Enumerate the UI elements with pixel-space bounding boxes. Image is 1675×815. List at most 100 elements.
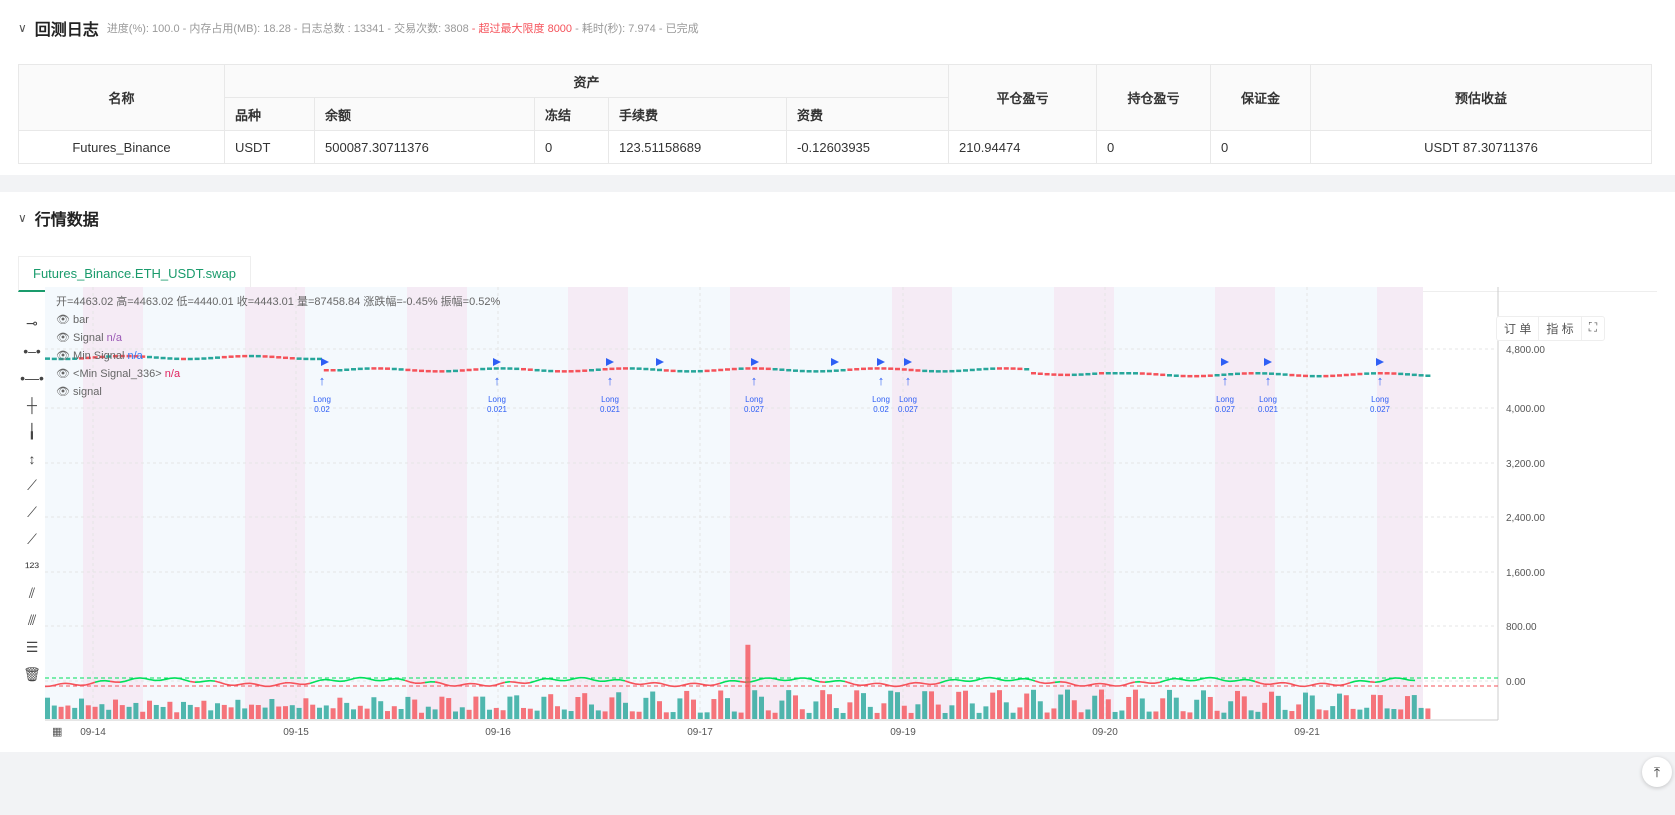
- legend-item-3[interactable]: 👁 <Min Signal_336> n/a: [56, 368, 181, 380]
- oscillator-line: [1269, 682, 1276, 686]
- volume-bar: [181, 701, 186, 719]
- volume-bar: [609, 697, 615, 719]
- candle: [174, 357, 180, 361]
- oscillator-line: [254, 683, 261, 687]
- volume-bar: [1078, 712, 1084, 719]
- fullscreen-icon[interactable]: ⛶: [1588, 320, 1598, 334]
- oscillator-line: [909, 681, 916, 685]
- fib-channel-icon[interactable]: ⫻: [27, 612, 37, 628]
- candle: [1357, 372, 1363, 376]
- volume-bar: [357, 705, 363, 719]
- oscillator-line: [1074, 684, 1081, 687]
- vertical-line-icon[interactable]: ┼: [27, 396, 37, 413]
- scroll-top-button[interactable]: ⤒: [1642, 757, 1672, 787]
- long-arrow-icon: ↑: [607, 373, 614, 388]
- candle: [65, 357, 71, 361]
- long-arrow-icon: ↑: [1377, 373, 1384, 388]
- horizontal-line-icon[interactable]: ⊸: [26, 315, 38, 331]
- candle: [1425, 374, 1431, 377]
- volume-bar: [602, 711, 608, 719]
- eye-icon[interactable]: 👁: [56, 350, 70, 362]
- oscillator-line: [379, 679, 386, 682]
- volume-bar: [79, 698, 84, 719]
- collapse-chevron-icon[interactable]: ∨: [18, 21, 27, 35]
- volume-bar: [262, 707, 268, 719]
- cell: Futures_Binance: [18, 130, 225, 164]
- oscillator-line: [459, 683, 466, 687]
- oscillator-line: [869, 682, 876, 685]
- orders-button[interactable]: 订 单: [1497, 317, 1540, 340]
- candle: [1275, 372, 1281, 376]
- eye-icon[interactable]: 👁: [56, 314, 70, 326]
- candle: [276, 356, 282, 359]
- segment-icon[interactable]: •—•: [20, 369, 44, 386]
- signal-label: Long: [899, 395, 917, 404]
- parallel-channel-icon[interactable]: ⫽: [28, 585, 36, 601]
- candle: [92, 356, 98, 359]
- volume-bar: [45, 697, 50, 719]
- oscillator-line: [854, 683, 861, 687]
- trend-line-icon[interactable]: ⟋: [27, 477, 37, 493]
- volume-bar: [888, 690, 894, 719]
- indicators-button[interactable]: 指 标: [1539, 317, 1582, 340]
- candle: [623, 367, 628, 370]
- volume-bar: [507, 696, 513, 719]
- candle: [1010, 367, 1016, 370]
- candle: [296, 357, 302, 360]
- oscillator-line: [529, 680, 536, 684]
- volume-bar: [453, 711, 458, 719]
- oscillator-line: [454, 684, 461, 687]
- volume-bar: [983, 706, 989, 719]
- oscillator-line: [1324, 682, 1331, 686]
- oscillator-line: [789, 678, 796, 681]
- candle: [1099, 372, 1104, 375]
- candle: [969, 368, 975, 372]
- oscillator-line: [144, 677, 151, 681]
- volume-bar: [385, 711, 390, 719]
- oscillator-line: [1124, 682, 1131, 686]
- candle: [772, 367, 778, 371]
- volume-bar: [228, 707, 234, 719]
- candle: [351, 368, 356, 371]
- candle: [874, 367, 880, 370]
- eye-icon[interactable]: 👁: [56, 386, 70, 398]
- collapse-chevron-icon[interactable]: ∨: [18, 211, 27, 225]
- col-assets: 资产: [224, 64, 949, 98]
- legend-item-2[interactable]: 👁 Min Signal n/a: [56, 350, 143, 362]
- volume-bar: [276, 706, 282, 719]
- price-label-icon[interactable]: ¹²³: [25, 558, 39, 575]
- candle: [72, 357, 78, 360]
- candle: [1092, 372, 1098, 375]
- volume-bar: [827, 694, 832, 719]
- oscillator-line: [104, 679, 111, 683]
- trash-icon[interactable]: 🗑: [23, 666, 41, 682]
- ray-line-icon[interactable]: ⟋: [27, 504, 37, 520]
- fib-retracement-icon[interactable]: ☰: [25, 639, 39, 655]
- legend-item-0[interactable]: 👁 bar: [56, 314, 89, 326]
- horizontal-ray-icon[interactable]: •–•: [23, 342, 41, 359]
- volume-bar: [765, 710, 771, 719]
- candle: [1221, 373, 1227, 377]
- eye-icon[interactable]: 👁: [56, 332, 70, 344]
- volume-bar: [1241, 696, 1247, 719]
- oscillator-line: [1259, 682, 1266, 686]
- candle: [847, 368, 853, 371]
- volume-bar: [854, 690, 860, 719]
- candle: [1153, 373, 1159, 376]
- x-tick-label: 09-14: [80, 727, 106, 738]
- volume-bar: [1139, 698, 1145, 719]
- col-close-pnl: 平仓盈亏: [948, 64, 1097, 131]
- volume-bar: [691, 699, 696, 719]
- oscillator-line: [129, 677, 136, 681]
- candle: [833, 369, 839, 372]
- oscillator-line: [974, 678, 981, 682]
- vertical-segment-icon[interactable]: ↕: [28, 450, 36, 467]
- signal-marker: [321, 358, 329, 366]
- eye-icon[interactable]: 👁: [56, 368, 70, 380]
- extended-line-icon[interactable]: ⟋: [27, 531, 37, 547]
- vertical-ray-icon[interactable]: ╽: [27, 423, 37, 439]
- legend-item-4[interactable]: 👁 signal: [56, 386, 102, 398]
- legend-item-1[interactable]: 👁 Signal n/a: [56, 332, 122, 344]
- volume-bar: [840, 712, 846, 719]
